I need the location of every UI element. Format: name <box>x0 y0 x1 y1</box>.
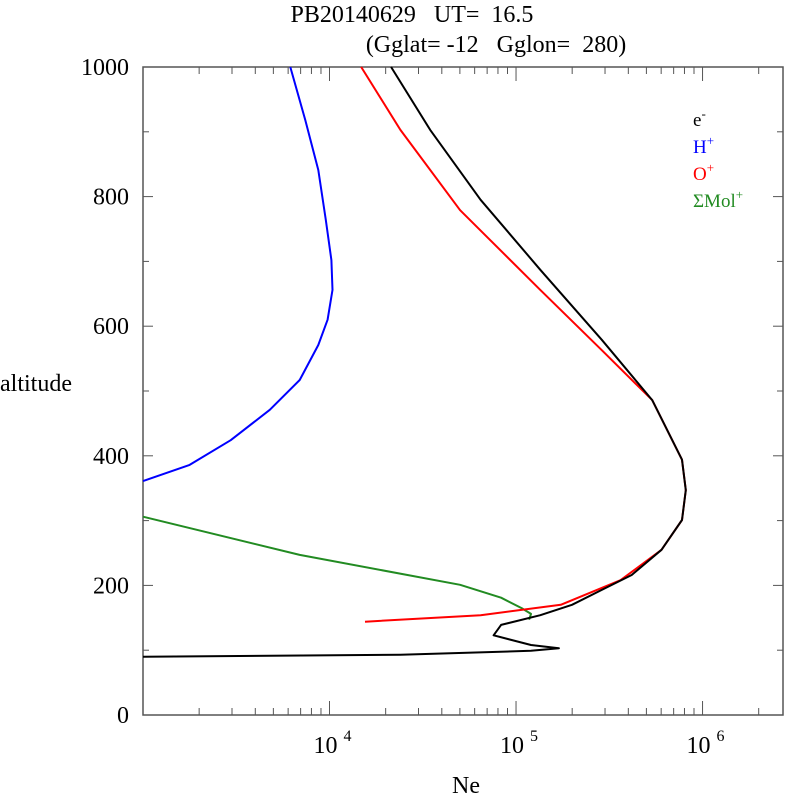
legend-superscript: - <box>701 106 705 121</box>
series-line-e <box>142 66 687 658</box>
legend-superscript: + <box>707 160 714 175</box>
series-line-mol <box>142 515 532 621</box>
series-line-o <box>360 66 687 623</box>
y-tick-label: 200 <box>93 573 129 599</box>
legend-entry: H+ <box>693 133 714 158</box>
legend-entry: O+ <box>693 160 714 185</box>
x-tick-exponent: 5 <box>530 728 538 745</box>
series-line-h <box>142 66 334 483</box>
x-tick-label: 10 <box>314 733 338 759</box>
chart-subtitle: (Gglat= -12 Gglon= 280) <box>366 32 626 58</box>
y-tick-label: 800 <box>93 185 129 211</box>
y-tick-label: 400 <box>93 444 129 470</box>
x-tick-label: 10 <box>687 733 711 759</box>
y-tick-label: 1000 <box>81 55 129 81</box>
x-tick-exponent: 4 <box>344 728 352 745</box>
x-tick-label: 10 <box>500 733 524 759</box>
y-tick-label: 600 <box>93 314 129 340</box>
legend-superscript: + <box>736 187 743 202</box>
legend-entry: e- <box>693 106 706 131</box>
legend-superscript: + <box>707 133 714 148</box>
chart-title: PB20140629 UT= 16.5 <box>291 2 534 28</box>
x-axis-label: Ne <box>452 773 480 796</box>
plot-frame <box>142 66 784 716</box>
y-axis-label: altitude <box>0 371 72 397</box>
y-tick-label: 0 <box>117 703 129 729</box>
legend-entry: ΣMol+ <box>693 187 743 212</box>
x-tick-exponent: 6 <box>717 728 725 745</box>
